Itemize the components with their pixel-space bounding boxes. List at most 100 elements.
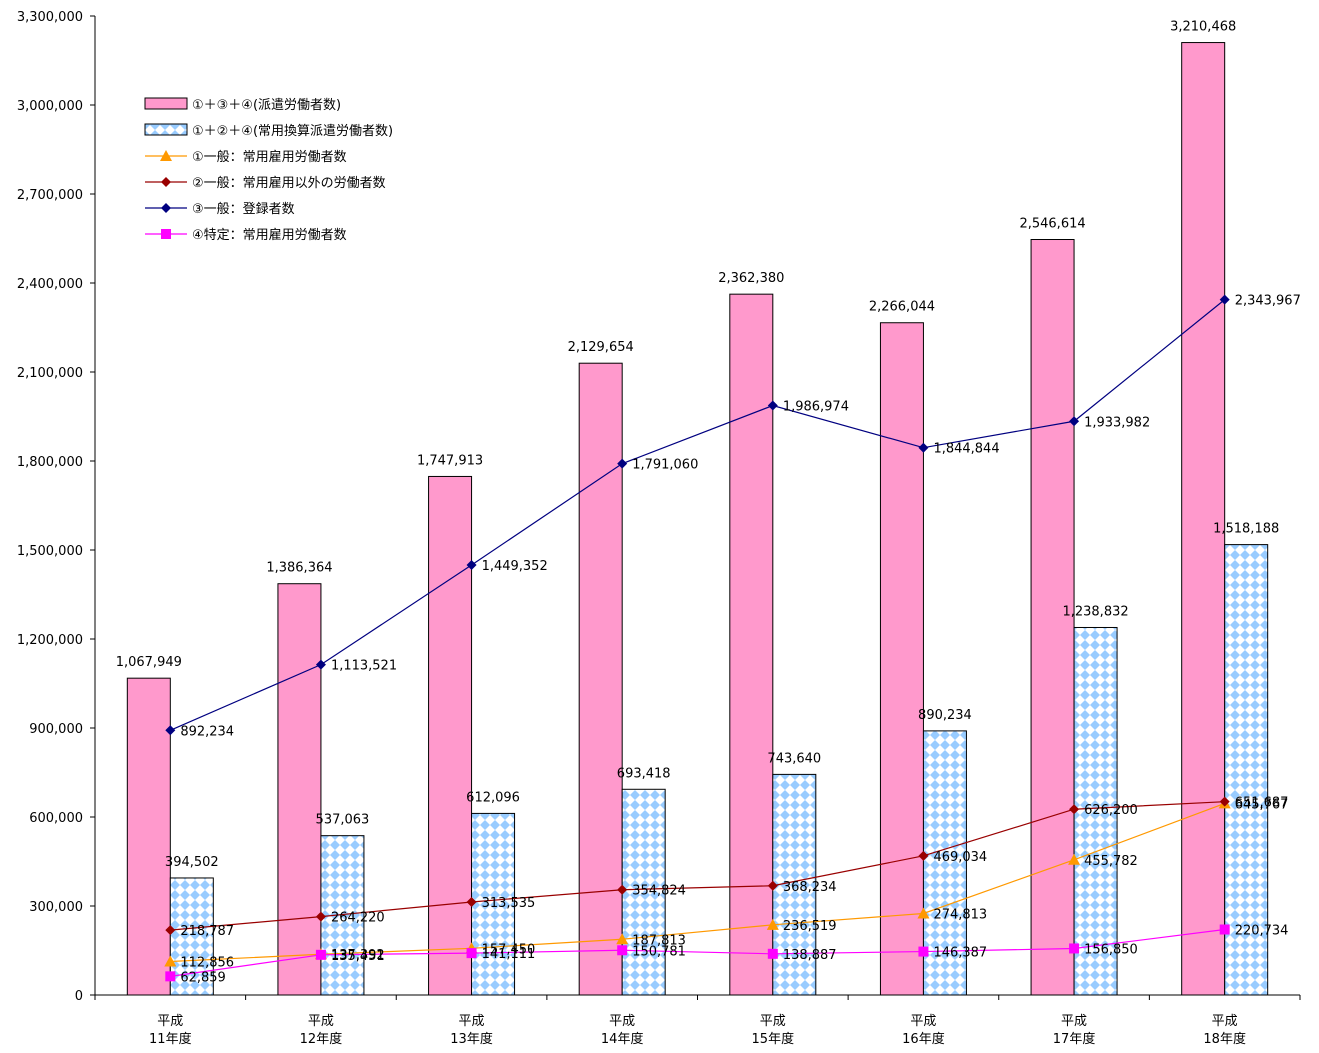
bar-total (428, 475, 473, 996)
legend-marker (161, 229, 171, 239)
x-tick-label: 平成 14年度 (601, 1014, 644, 1047)
bar-fulltime-equivalent-label: 1,238,832 (1062, 604, 1128, 619)
bar-fulltime-equivalent-label: 394,502 (165, 855, 219, 870)
line-general-nonregular-label: 264,220 (331, 911, 385, 926)
y-tick-label: 2,100,000 (17, 366, 83, 381)
line-general-nonregular-point (1069, 804, 1080, 815)
line-general-nonregular-label: 368,234 (783, 880, 837, 895)
bar-total (879, 322, 924, 996)
line-general-regular-label: 236,519 (783, 919, 837, 934)
line-general-registered-label: 1,791,060 (632, 458, 698, 473)
line-general-registered-point (767, 400, 778, 411)
line-general-nonregular-point (315, 911, 326, 922)
y-tick-label: 2,400,000 (17, 277, 83, 292)
line-general-nonregular-label: 354,824 (632, 884, 686, 899)
line-general-regular-point (766, 918, 779, 930)
line-general-regular-point (616, 933, 629, 945)
line-general-nonregular-point (1219, 796, 1230, 807)
line-general-registered-label: 1,933,982 (1084, 415, 1150, 430)
bar-total-label: 2,362,380 (718, 271, 784, 286)
line-general-nonregular-point (617, 884, 628, 895)
bar-total (578, 362, 623, 996)
line-general-nonregular-point (767, 880, 778, 891)
y-tick-label: 600,000 (29, 811, 83, 826)
line-general-nonregular-label: 313,535 (482, 896, 536, 911)
x-tick-label: 平成 17年度 (1053, 1014, 1096, 1047)
bar-fulltime-equivalent (621, 788, 666, 996)
x-tick-label: 平成 13年度 (450, 1014, 493, 1047)
line-general-nonregular (170, 801, 1225, 931)
bar-fulltime-equivalent (1073, 626, 1118, 996)
line-specific-regular (170, 928, 1225, 977)
legend-label: ①＋③＋④(派遣労働者数) (192, 98, 341, 113)
line-specific-regular-point (918, 946, 929, 957)
legend: ①＋③＋④(派遣労働者数) ①＋②＋④(常用換算派遣労働者数) ①一般：常用雇用労働… (138, 88, 496, 246)
bar-fulltime-equivalent-label: 693,418 (617, 766, 671, 781)
line-general-nonregular-label: 651,687 (1235, 796, 1289, 811)
bar-total-label: 3,210,468 (1170, 20, 1236, 35)
y-tick-label: 3,300,000 (17, 10, 83, 25)
bar-total-label: 2,266,044 (869, 300, 935, 315)
x-tick-label: 平成 15年度 (752, 1014, 795, 1047)
bar-total-label: 2,129,654 (568, 340, 634, 355)
legend-label: ①＋②＋④(常用換算派遣労働者数) (192, 124, 393, 139)
line-general-regular-label: 137,392 (331, 948, 385, 963)
line-general-registered-point (1069, 416, 1080, 427)
line-specific-regular-label: 146,387 (933, 946, 987, 961)
line-general-nonregular-label: 469,034 (933, 850, 987, 865)
bar-total-label: 1,386,364 (266, 561, 332, 576)
line-specific-regular-label: 220,734 (1235, 924, 1289, 939)
line-general-registered-label: 2,343,967 (1235, 294, 1301, 309)
bar-total-label: 2,546,614 (1019, 217, 1085, 232)
line-specific-regular-point (315, 949, 326, 960)
axes: 0 300,000 600,000 900,000 1,200,000 1,500,000… (17, 10, 1301, 1047)
x-tick-label: 平成 16年度 (902, 1014, 945, 1047)
bar-fulltime-equivalent (1224, 544, 1269, 996)
bar-total (126, 677, 171, 996)
line-general-regular-point (1068, 853, 1081, 865)
line-specific-regular-point (1069, 943, 1080, 954)
bar-total (277, 583, 322, 996)
legend-marker (160, 150, 172, 161)
line-general-registered-label: 1,844,844 (933, 442, 999, 457)
line-specific-regular-point (617, 945, 628, 956)
y-tick-label: 0 (75, 989, 83, 1004)
bar-total-label: 1,747,913 (417, 453, 483, 468)
line-general-regular-point (164, 955, 177, 967)
line-general-nonregular-point (918, 850, 929, 861)
line-specific-regular-label: 62,859 (180, 970, 226, 985)
line-general-nonregular-point (466, 896, 477, 907)
line-general-regular (170, 802, 1225, 963)
bar-fulltime-equivalent-label: 1,518,188 (1213, 522, 1279, 537)
bar-total (1030, 239, 1075, 996)
legend-marker (161, 177, 171, 187)
line-specific-regular-label: 135,451 (331, 949, 385, 964)
bars (126, 42, 1269, 996)
line-general-regular-label: 645,767 (1235, 797, 1289, 812)
legend-label: ②一般：常用雇用以外の労働者数 (192, 175, 386, 191)
line-general-nonregular-label: 218,787 (180, 924, 234, 939)
line-specific-regular-point (1219, 924, 1230, 935)
line-general-regular-label: 187,813 (632, 933, 686, 948)
legend-label: ③一般：登録者数 (192, 201, 295, 217)
bar-total-label: 1,067,949 (116, 655, 182, 670)
bar-total (1181, 42, 1226, 996)
y-tick-label: 1,500,000 (17, 544, 83, 559)
line-specific-regular-label: 138,887 (783, 948, 837, 963)
legend-swatch (144, 97, 188, 110)
line-specific-regular-label: 156,850 (1084, 942, 1138, 957)
line-general-regular-label: 274,813 (933, 907, 987, 922)
line-specific-regular-point (165, 971, 176, 982)
line-general-registered (170, 299, 1226, 731)
line-specific-regular-point (466, 948, 477, 959)
x-tick-label: 平成 12年度 (300, 1014, 343, 1047)
y-tick-label: 3,000,000 (17, 99, 83, 114)
y-tick-label: 900,000 (29, 722, 83, 737)
line-general-regular-point (917, 907, 930, 919)
line-specific-regular-label: 150,781 (632, 944, 686, 959)
legend-swatch (144, 123, 188, 136)
line-general-registered-point (165, 725, 176, 736)
line-general-regular-label: 112,856 (180, 956, 234, 971)
lines (164, 294, 1231, 982)
